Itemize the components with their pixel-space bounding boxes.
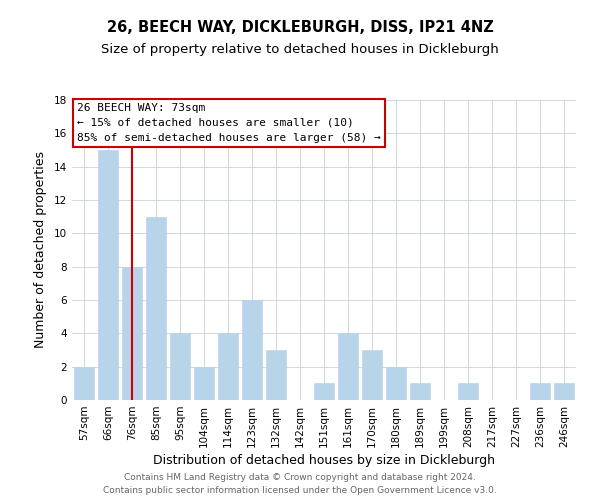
- Bar: [146, 216, 166, 400]
- Bar: [458, 384, 478, 400]
- Bar: [530, 384, 550, 400]
- Bar: [242, 300, 262, 400]
- Text: 26, BEECH WAY, DICKLEBURGH, DISS, IP21 4NZ: 26, BEECH WAY, DICKLEBURGH, DISS, IP21 4…: [107, 20, 493, 35]
- Bar: [74, 366, 94, 400]
- Bar: [218, 334, 238, 400]
- Bar: [410, 384, 430, 400]
- Bar: [362, 350, 382, 400]
- Bar: [314, 384, 334, 400]
- Text: Contains HM Land Registry data © Crown copyright and database right 2024.
Contai: Contains HM Land Registry data © Crown c…: [103, 474, 497, 495]
- Bar: [338, 334, 358, 400]
- Bar: [170, 334, 190, 400]
- Bar: [98, 150, 118, 400]
- Bar: [266, 350, 286, 400]
- Bar: [194, 366, 214, 400]
- Text: Size of property relative to detached houses in Dickleburgh: Size of property relative to detached ho…: [101, 42, 499, 56]
- Text: 26 BEECH WAY: 73sqm
← 15% of detached houses are smaller (10)
85% of semi-detach: 26 BEECH WAY: 73sqm ← 15% of detached ho…: [77, 103, 381, 142]
- Bar: [386, 366, 406, 400]
- X-axis label: Distribution of detached houses by size in Dickleburgh: Distribution of detached houses by size …: [153, 454, 495, 467]
- Bar: [554, 384, 574, 400]
- Y-axis label: Number of detached properties: Number of detached properties: [34, 152, 47, 348]
- Bar: [122, 266, 142, 400]
